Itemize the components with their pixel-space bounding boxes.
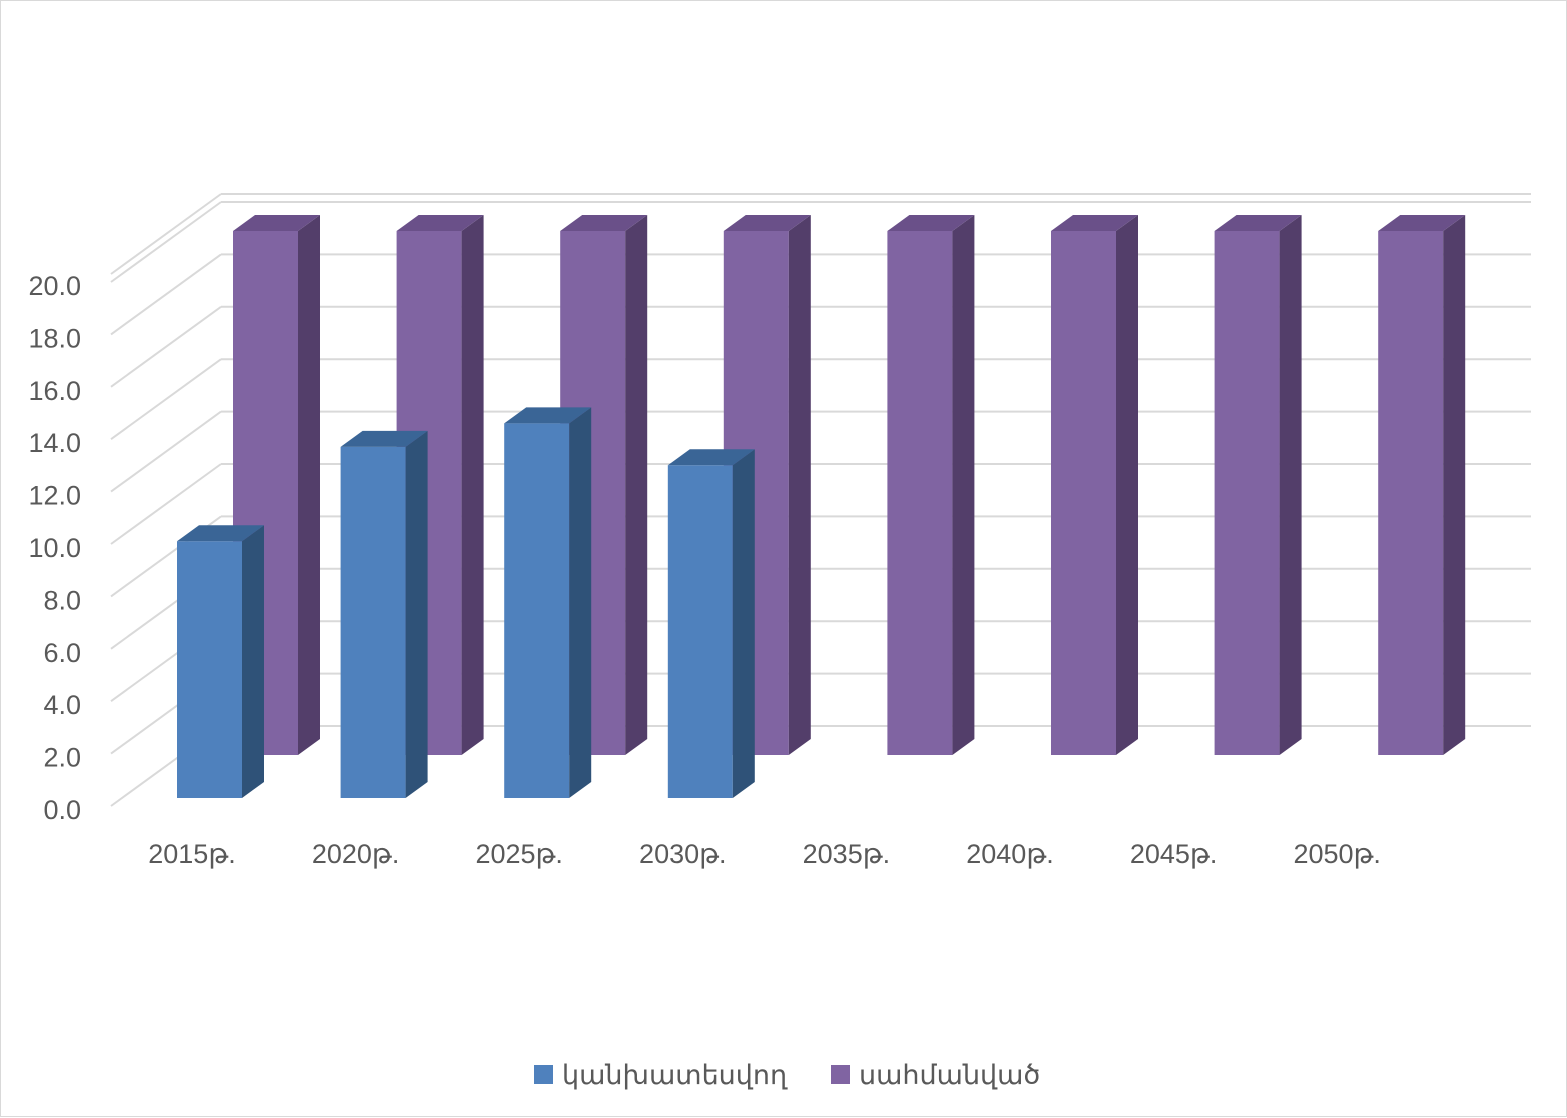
gridline-side-6 [110, 410, 222, 493]
bar-side-face [405, 430, 428, 798]
x-tick-label: 2025թ. [475, 839, 563, 869]
gridline-side-7 [110, 358, 222, 441]
bar-side-face [461, 215, 484, 755]
bar-front-face [667, 465, 733, 798]
bar-side-face [569, 407, 592, 798]
bar-top-face [1051, 215, 1138, 231]
bar-front-face [340, 446, 406, 798]
x-tick-label: 2050թ. [1293, 839, 1381, 869]
bar-front-face [1214, 231, 1280, 755]
bar-side-face [952, 215, 975, 755]
bar-front-face [1378, 231, 1444, 755]
y-axis: 0.0 2.0 4.0 6.0 8.0 10.0 12.0 14.0 16.0 18.0 20.0 [28, 271, 81, 825]
y-tick-label: 6.0 [43, 638, 81, 668]
bar-forecast-3 [667, 449, 755, 798]
bar-target-7 [1378, 215, 1466, 755]
bar-front-face [177, 541, 242, 798]
bar-side-face [732, 449, 755, 798]
gridline-side-8 [110, 305, 222, 388]
legend: կանխատեսվող սահմանված [534, 1060, 1040, 1091]
bar-target-4 [887, 215, 975, 755]
x-tick-label: 2045թ. [1130, 839, 1218, 869]
bar-top-face [667, 449, 755, 466]
bar-front-face [504, 423, 570, 798]
bar-top-face [504, 407, 592, 424]
legend-label-1: սահմանված [859, 1060, 1040, 1091]
bar-top-face [233, 215, 320, 231]
y-tick-label: 8.0 [43, 585, 81, 615]
side-wall-top-edge [110, 193, 222, 275]
bar-side-face [1116, 215, 1138, 755]
bar-side-face [1443, 215, 1466, 755]
y-tick-label: 20.0 [28, 271, 81, 301]
bar-top-face [340, 430, 428, 447]
gridline-side-10 [110, 201, 222, 283]
y-tick-label: 2.0 [43, 743, 81, 773]
bar-top-face [1378, 215, 1466, 231]
y-tick-label: 16.0 [28, 376, 81, 406]
bar-target-6 [1214, 215, 1302, 755]
y-tick-label: 14.0 [28, 428, 81, 458]
bar-forecast-0 [177, 525, 264, 798]
bar-side-face [298, 215, 320, 755]
gridline-side-5 [110, 463, 222, 545]
bar-side-face [1279, 215, 1302, 755]
x-tick-label: 2030թ. [639, 839, 727, 869]
series-front-bars [177, 407, 755, 798]
bar-top-face [723, 215, 811, 231]
bar-side-face [788, 215, 811, 755]
bar-side-face [625, 215, 648, 755]
bar-front-face [887, 231, 953, 755]
bar-top-face [1214, 215, 1302, 231]
bar-top-face [177, 525, 264, 542]
y-tick-label: 10.0 [28, 533, 81, 563]
bar-front-face [1051, 231, 1116, 755]
bar-top-face [560, 215, 648, 231]
x-tick-label: 2015թ. [148, 839, 236, 869]
bar-side-face [242, 525, 264, 798]
bar-forecast-1 [340, 430, 428, 798]
chart-walls [110, 193, 1531, 275]
gridlines [110, 201, 1531, 807]
y-tick-label: 12.0 [28, 481, 81, 511]
y-tick-label: 18.0 [28, 323, 81, 353]
y-tick-label: 0.0 [43, 795, 81, 825]
gridline-side-9 [110, 253, 222, 336]
x-tick-label: 2035թ. [803, 839, 891, 869]
x-tick-label: 2020թ. [312, 839, 400, 869]
bar-top-face [396, 215, 484, 231]
legend-swatch-1 [831, 1065, 850, 1084]
bar-target-5 [1051, 215, 1138, 755]
x-tick-label: 2040թ. [966, 839, 1054, 869]
bar-top-face [887, 215, 975, 231]
y-tick-label: 4.0 [43, 690, 81, 720]
bar-forecast-2 [504, 407, 592, 798]
legend-label-0: կանխատեսվող [562, 1060, 788, 1091]
x-axis: 2015թ. 2020թ. 2025թ. 2030թ. 2035թ. 2040թ. 2045… [148, 839, 1381, 869]
legend-swatch-0 [534, 1065, 553, 1084]
